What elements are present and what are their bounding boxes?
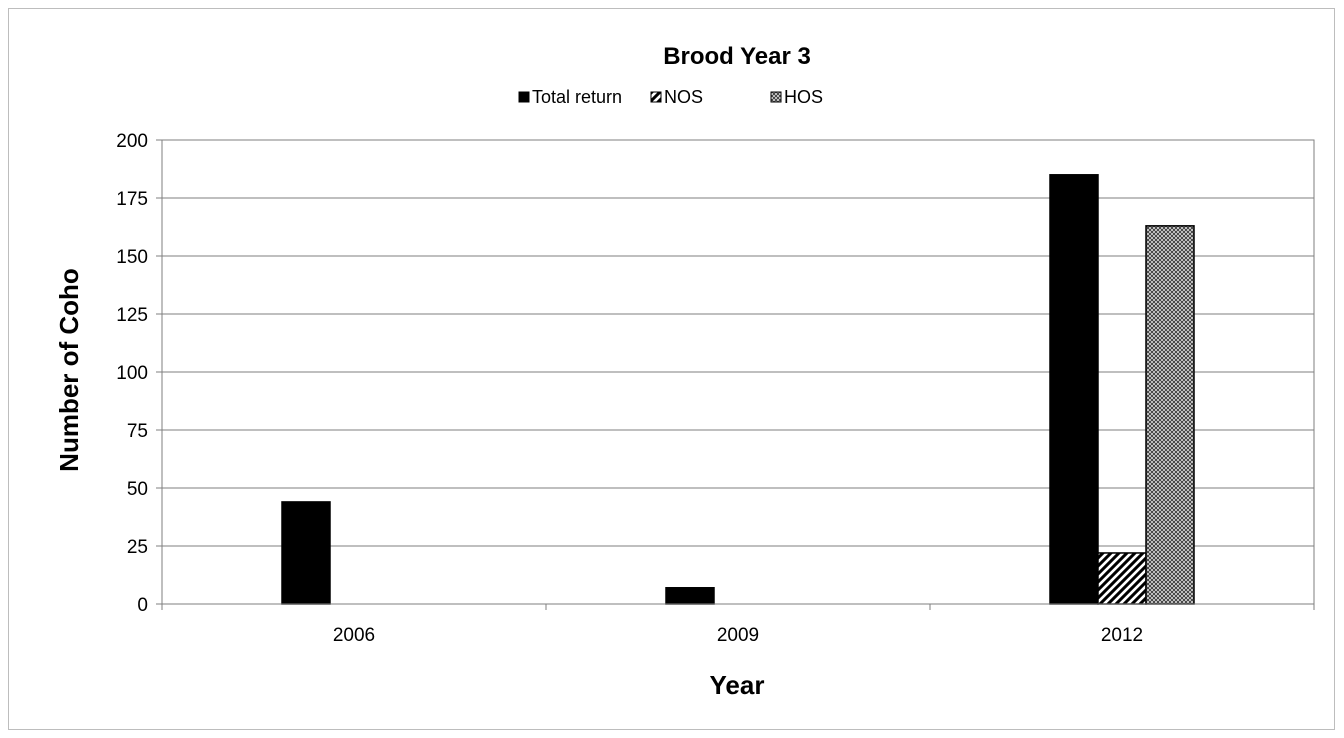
y-tick-label: 50 xyxy=(127,479,148,500)
chart-frame xyxy=(8,8,1335,730)
axes xyxy=(161,140,1314,605)
x-tick-label: 2009 xyxy=(717,625,759,646)
bar-hos-2012 xyxy=(1145,225,1195,605)
y-tick-label: 75 xyxy=(127,421,148,442)
legend-label-nos: NOS xyxy=(664,87,703,107)
legend-swatch-hos xyxy=(770,91,782,103)
x-axis-ticks: 2006 2009 2012 xyxy=(161,604,1315,646)
x-tick-label: 2012 xyxy=(1101,625,1143,646)
bar-total-return-2009 xyxy=(665,587,715,605)
x-axis-title: Year xyxy=(710,670,765,700)
bar-nos-2012 xyxy=(1097,552,1147,605)
legend: Total return NOS HOS xyxy=(518,87,823,107)
y-tick-label: 0 xyxy=(137,595,148,616)
chart-title: Brood Year 3 xyxy=(663,43,811,70)
x-tick-label: 2006 xyxy=(333,625,375,646)
y-tick-label: 200 xyxy=(116,131,148,152)
legend-label-total-return: Total return xyxy=(532,87,622,107)
legend-label-hos: HOS xyxy=(784,87,823,107)
gridlines xyxy=(161,139,1315,605)
y-axis-title: Number of Coho xyxy=(54,268,84,472)
legend-swatch-total-return xyxy=(518,91,530,103)
y-tick-label: 150 xyxy=(116,247,148,268)
y-tick-label: 175 xyxy=(116,189,148,210)
legend-swatch-nos xyxy=(650,91,662,103)
y-tick-label: 100 xyxy=(116,363,148,384)
y-axis-ticks: 0 25 50 75 100 125 150 175 200 xyxy=(116,131,162,616)
bar-total-return-2006 xyxy=(281,501,331,605)
bars xyxy=(281,174,1195,605)
y-tick-label: 125 xyxy=(116,305,148,326)
bar-total-return-2012 xyxy=(1049,174,1099,605)
y-tick-label: 25 xyxy=(127,537,148,558)
